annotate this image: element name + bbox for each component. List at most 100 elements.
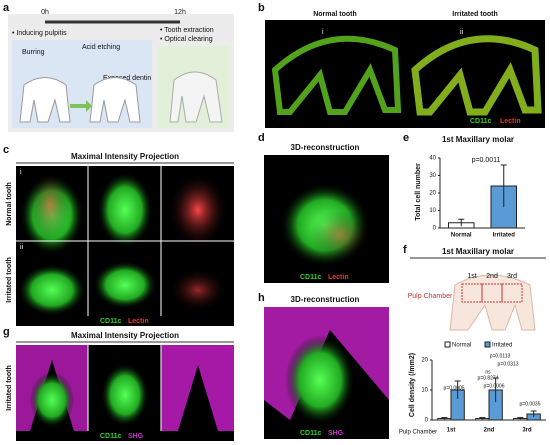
row-label: Irritated tooth: [6, 257, 13, 303]
signal: [168, 268, 228, 312]
inset-label: ii: [460, 29, 464, 36]
annotation: p=0.0113: [490, 353, 511, 359]
y-tick-label: 0: [433, 226, 437, 232]
legend-marker: CD11c: [300, 430, 322, 437]
tooth: [89, 77, 141, 123]
annotation: p=0.8274: [478, 375, 499, 381]
panel-label: b: [258, 2, 265, 14]
panel-label: e: [403, 132, 409, 144]
signal: [30, 372, 74, 428]
legend-marker: SHG: [128, 433, 144, 440]
y-axis-label: Cell density (/mm2): [409, 353, 416, 417]
legend-swatch: [484, 341, 491, 348]
region: [501, 283, 523, 303]
panel-h: h 3D-reconstruction CD11c SHG: [258, 292, 389, 439]
x-tick-label: 2nd: [484, 428, 495, 434]
image-title: Normal tooth: [313, 11, 357, 18]
step-label: Burring: [22, 49, 45, 56]
panel-title: 3D-reconstruction: [291, 143, 360, 152]
y-tick-label: 30: [429, 173, 436, 179]
legend-marker: Lectin: [500, 118, 521, 125]
panel-title: 1st Maxillary molar: [442, 247, 514, 256]
legend-swatch: [444, 341, 451, 348]
panel-label: d: [258, 132, 265, 144]
panel-title: Maximal Intensity Projection: [71, 331, 179, 340]
panel-g: g Maximal Intensity Projection Irritated…: [3, 326, 234, 441]
panel-c: c Maximal Intensity Projection Normal to…: [3, 144, 234, 326]
inset-label: ii: [20, 244, 24, 251]
tooth-signal: [271, 35, 402, 115]
annotation: p=0.0313: [498, 361, 519, 367]
annotation: p=0.0005: [444, 385, 465, 391]
y-tick-label: 10: [421, 388, 428, 394]
annotation: ns: [485, 369, 491, 375]
panel-f: f 1st Maxillary molar Pulp Chamber 1st 2…: [399, 244, 546, 436]
tooth: [449, 274, 536, 331]
panel-label: h: [258, 292, 265, 304]
panel-label: f: [403, 244, 407, 256]
region-label: 3rd: [507, 273, 517, 280]
tooth-signal: [411, 35, 542, 116]
legend-marker: CD11c: [100, 318, 122, 325]
panel-e: e 1st Maxillary molar Total cell number …: [403, 132, 525, 239]
step: • Tooth extraction: [160, 27, 214, 34]
y-tick-label: 20: [429, 191, 436, 197]
step-label: Exposed dentin: [103, 75, 151, 82]
legend-bg: [16, 431, 234, 441]
legend-marker: Lectin: [128, 318, 149, 325]
arrow: [70, 100, 92, 112]
step: • Optical clearing: [160, 36, 213, 43]
x-tick-label: Normal: [451, 233, 472, 239]
x-axis-label: Pulp Chamber: [399, 430, 437, 436]
time-start: 0h: [41, 9, 49, 16]
region-label: Pulp Chamber: [408, 293, 453, 300]
legend-marker: Lectin: [328, 274, 349, 281]
signal: [30, 170, 70, 240]
panel-a: a 0h 12h • Inducing pulpitis Burring Aci…: [3, 2, 234, 132]
signal: [168, 172, 228, 248]
y-axis-label: Total cell number: [415, 163, 422, 221]
image-title: Irritated tooth: [452, 11, 498, 18]
annotation: p=0.0035: [520, 401, 541, 407]
panel-title: Maximal Intensity Projection: [71, 152, 179, 161]
legend-marker: SHG: [328, 430, 344, 437]
region-label: 1st: [467, 273, 476, 280]
panel-label: g: [3, 326, 10, 338]
legend-label: Normal: [452, 343, 471, 349]
annotation: p=0.0006: [484, 383, 505, 389]
signal: [101, 363, 149, 427]
legend-bg: [16, 316, 234, 326]
panel-b: b Normal tooth Irritated tooth i ii CD11…: [258, 2, 545, 128]
time-end: 12h: [174, 9, 186, 16]
legend-label: Irritated: [492, 343, 512, 349]
panel-title: 3D-reconstruction: [291, 295, 360, 304]
x-tick-label: Irritated: [493, 233, 516, 239]
x-tick-label: 1st: [447, 428, 456, 434]
y-tick-label: 10: [429, 208, 436, 214]
step-label: Acid etching: [82, 44, 120, 51]
tooth: [19, 77, 71, 123]
y-tick-label: 20: [421, 358, 428, 364]
region-label: 2nd: [486, 273, 498, 280]
y-tick-label: 0: [425, 418, 429, 424]
row-label: Irritated tooth: [6, 365, 13, 411]
panel-d: d 3D-reconstruction CD11c Lectin: [258, 132, 389, 283]
pulp: [178, 365, 218, 431]
y-tick-label: 40: [429, 156, 436, 162]
signal: [285, 335, 355, 425]
panel-title: 1st Maxillary molar: [442, 135, 514, 144]
panel-label: a: [3, 2, 10, 14]
micrograph: [265, 20, 545, 128]
row-label: Normal tooth: [6, 182, 13, 226]
tooth: [169, 71, 223, 123]
signal: [97, 172, 153, 248]
signal: [310, 210, 370, 260]
inset-label: i: [20, 169, 22, 176]
x-tick-label: 3rd: [522, 428, 532, 434]
annotation: p=0.0011: [472, 157, 501, 164]
inset-label: i: [322, 29, 324, 36]
legend-marker: CD11c: [100, 433, 122, 440]
legend-marker: CD11c: [470, 118, 492, 125]
step: • Inducing pulpitis: [12, 30, 67, 37]
